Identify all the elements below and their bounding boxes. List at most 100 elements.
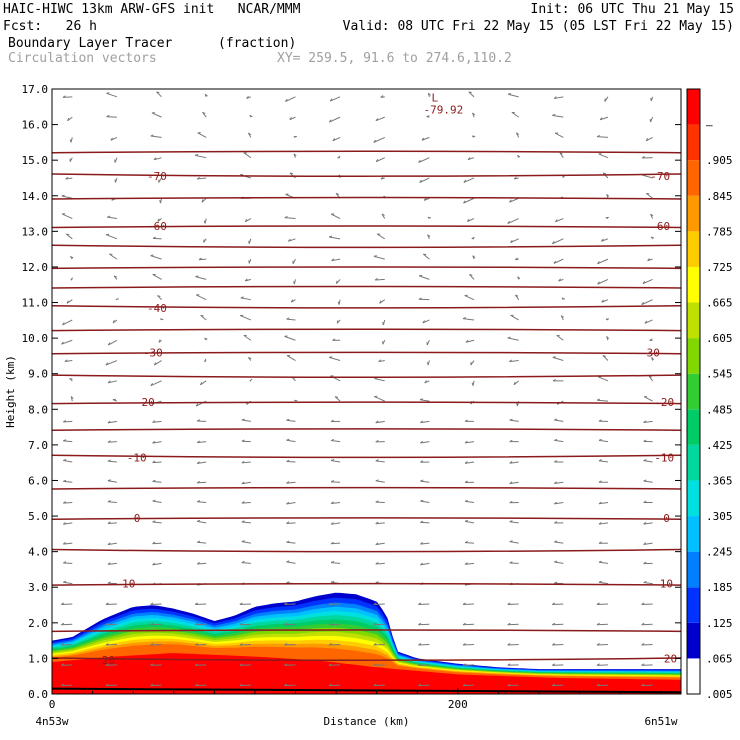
colorbar-label: .005 — [706, 688, 733, 701]
vector-arrow — [464, 441, 475, 444]
vector-arrow — [107, 522, 117, 524]
vector-arrow — [418, 275, 430, 280]
vector-arrow-head — [152, 460, 156, 464]
vector-arrow-head — [598, 541, 602, 544]
vector-arrow-head — [152, 499, 156, 502]
vector-arrow — [150, 684, 162, 687]
vector-arrow-head — [641, 663, 645, 666]
vector-arrow — [105, 644, 117, 646]
vector-arrow-head — [107, 380, 111, 384]
vector-arrow — [284, 603, 296, 605]
vector-arrow-head — [62, 522, 66, 525]
vector-arrow — [241, 461, 251, 464]
circulation-vectors — [61, 91, 655, 687]
vector-arrow-head — [195, 275, 199, 278]
vector-arrow-head — [107, 420, 111, 424]
vector-arrow-head — [373, 663, 377, 666]
vector-arrow-head — [428, 92, 431, 96]
vector-arrow-head — [380, 176, 384, 180]
vector-arrow-head — [462, 663, 466, 666]
vector-arrow — [150, 380, 162, 387]
vector-arrow-head — [641, 301, 644, 305]
vector-arrow-head — [112, 319, 115, 324]
vector-arrow-head — [418, 663, 422, 666]
contour-line — [52, 266, 681, 270]
vector-arrow — [418, 684, 430, 687]
vector-arrow-head — [152, 440, 156, 444]
low-marker-value: -79.92 — [424, 104, 464, 117]
vector-arrow — [463, 603, 475, 605]
vector-arrow-head — [150, 663, 154, 666]
vector-arrow — [373, 623, 385, 626]
contour-label: -30 — [143, 346, 163, 359]
vector-arrow-head — [462, 602, 466, 605]
vector-arrow-head — [517, 154, 521, 158]
field-units: (fraction) — [218, 36, 297, 51]
vector-arrow-head — [643, 580, 647, 584]
vector-arrow-head — [552, 622, 556, 626]
vector-arrow-head — [107, 342, 111, 346]
colorbar-swatch — [687, 266, 700, 303]
vector-arrow — [329, 644, 341, 646]
contour-label: -60 — [147, 220, 167, 233]
vector-arrow-head — [601, 238, 604, 242]
vector-arrow-head — [420, 420, 424, 424]
vector-arrow — [509, 481, 519, 485]
vector-arrow-head — [202, 111, 206, 115]
vector-arrow — [334, 396, 341, 402]
vector-arrow-head — [471, 382, 474, 386]
vector-arrow-head — [241, 481, 245, 485]
vector-arrow — [331, 542, 341, 545]
vector-arrow — [596, 623, 608, 626]
vector-arrow-head — [63, 439, 67, 442]
vector-arrow — [554, 481, 564, 485]
vector-arrow-head — [150, 622, 154, 626]
contour-line — [52, 582, 681, 586]
x-tick-label: 200 — [448, 698, 468, 711]
vector-arrow — [152, 480, 162, 483]
vector-arrow-head — [61, 602, 65, 605]
vector-arrow-head — [423, 253, 427, 256]
vector-arrow-head — [330, 419, 334, 423]
colorbar-swatch — [687, 444, 700, 481]
colorbar-label: .305 — [706, 510, 733, 523]
vector-arrow — [151, 112, 162, 118]
vector-arrow — [200, 380, 207, 386]
vector-arrow-head — [286, 418, 290, 421]
vector-arrow — [552, 623, 564, 626]
vector-arrow — [375, 157, 385, 163]
vector-arrow — [150, 644, 162, 646]
vector-arrow — [152, 441, 162, 444]
vector-arrow-head — [330, 480, 335, 483]
y-tick-label: 17.0 — [22, 83, 49, 96]
valid-time: Valid: 08 UTC Fri 22 May 15 (05 LST Fri … — [342, 19, 734, 34]
vector-arrow-head — [194, 622, 199, 626]
vector-arrow-head — [650, 213, 654, 217]
vector-arrow — [641, 603, 653, 605]
vector-arrow — [598, 439, 609, 443]
vector-arrow-head — [643, 561, 647, 565]
vector-arrow-head — [63, 459, 67, 461]
vector-arrow-head — [195, 154, 199, 156]
vector-arrow — [195, 276, 207, 280]
y-tick-label: 4.0 — [28, 546, 48, 559]
vector-arrow-head — [379, 300, 382, 304]
vector-arrow-head — [113, 275, 118, 278]
vector-arrow-head — [203, 220, 206, 224]
vector-arrow — [507, 93, 519, 98]
vector-arrow — [379, 299, 386, 304]
vector-arrow-head — [558, 278, 561, 282]
vector-arrow — [641, 644, 653, 646]
vector-arrow — [197, 520, 207, 524]
vector-arrow-head — [596, 134, 600, 138]
vector-arrow-head — [330, 522, 334, 525]
y-tick-label: 1.0 — [28, 652, 48, 665]
vector-arrow-head — [152, 420, 156, 423]
vector-arrow-head — [66, 233, 70, 236]
vector-arrow-head — [241, 540, 245, 543]
vector-arrow — [241, 521, 251, 524]
contour-line — [52, 401, 681, 405]
vector-arrow-head — [647, 258, 651, 261]
colorbar-swatch — [687, 516, 700, 552]
vector-arrow-head — [375, 479, 379, 482]
